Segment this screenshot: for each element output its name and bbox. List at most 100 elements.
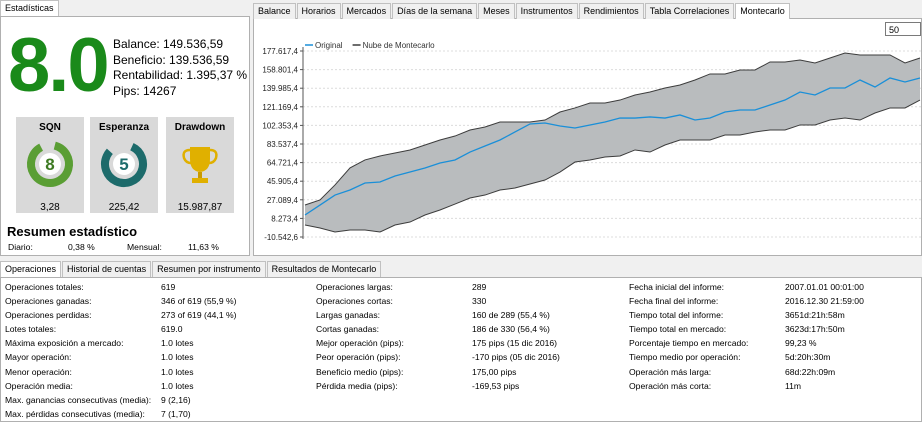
table-row: Max. ganancias consecutivas (media): 9 (2… <box>5 393 237 407</box>
table-row: Operación más corta: 11m <box>629 379 864 393</box>
row-label: Operaciones totales: <box>5 282 84 292</box>
row-value: 99,23 % <box>785 338 817 349</box>
card-title: SQN <box>39 122 61 133</box>
tab[interactable]: Tabla Correlaciones <box>644 3 735 19</box>
row-label: Operaciones perdidas: <box>5 310 92 321</box>
simulations-input[interactable]: 50 <box>885 22 921 36</box>
table-column: Operaciones largas: 289 Operaciones cortas… <box>316 280 560 393</box>
y-tick-label: 27.089,4 <box>267 196 299 205</box>
summary-line: Balance: 149.536,59 <box>113 37 224 51</box>
table-row: Max. pérdidas consecutivas (media): 7 (1,… <box>5 407 237 421</box>
table-row: Operación más larga: 68d:22h:09m <box>629 365 864 379</box>
trophy-icon <box>182 147 218 183</box>
y-tick-label: 177.617,4 <box>262 47 298 56</box>
row-value: 346 of 619 (55,9 %) <box>161 296 237 307</box>
legend-label: Nube de Montecarlo <box>363 41 436 50</box>
row-label: Tiempo medio por operación: <box>629 352 741 363</box>
tab[interactable]: Montecarlo <box>735 3 790 19</box>
card-title: Drawdown <box>174 122 226 133</box>
gauge-number: 8 <box>45 155 54 174</box>
tab[interactable]: Horarios <box>296 3 341 19</box>
y-tick-label: 121.169,4 <box>262 103 298 112</box>
sqn-gauge: 8 <box>27 141 73 187</box>
table-row: Operación media: 1.0 lotes <box>5 379 237 393</box>
y-tick-label: 139.985,4 <box>262 84 298 93</box>
row-label: Beneficio medio (pips): <box>316 366 404 377</box>
row-value: 11m <box>785 380 802 391</box>
summary-line: Beneficio: 139.536,59 <box>113 53 230 67</box>
row-value: 619.0 <box>161 324 183 335</box>
card-value: 225,42 <box>108 202 140 213</box>
card-value: 3,28 <box>40 202 60 213</box>
esperanza-card: Esperanza 5 225,42 <box>90 117 158 213</box>
tab[interactable]: Historial de cuentas <box>62 261 152 277</box>
resumen-title: Resumen estadístico <box>7 224 138 239</box>
row-value: 3651d:21h:58m <box>785 310 845 321</box>
row-value: 7 (1,70) <box>161 408 191 419</box>
row-value: 68d:22h:09m <box>785 366 836 377</box>
sqn-card: SQN 8 3,28 <box>16 117 84 213</box>
resumen-value: 11,63 % <box>188 242 219 252</box>
table-row: Lotes totales: 619.0 <box>5 322 237 336</box>
row-value: 2007.01.01 00:01:00 <box>785 282 864 292</box>
cloud-area <box>305 52 920 233</box>
table-row: Peor operación (pips): -170 pips (05 dic … <box>316 350 560 364</box>
legend-label: Original <box>315 41 343 50</box>
row-label: Operación más corta: <box>629 380 712 391</box>
row-label: Max. pérdidas consecutivas (media): <box>5 408 145 419</box>
tab[interactable]: Balance <box>253 3 296 19</box>
tab[interactable]: Mercados <box>341 3 392 19</box>
table-column: Fecha inicial del informe: 2007.01.01 00:… <box>629 280 864 393</box>
montecarlo-chart: -10.542,6 8.273,4 27.089,4 45.905,4 64.721,4… <box>262 41 922 242</box>
tab[interactable]: Meses <box>478 3 515 19</box>
row-value: 1.0 lotes <box>161 380 194 391</box>
table-row: Operaciones perdidas: 273 of 619 (44,1 %) <box>5 308 237 322</box>
drawdown-card: Drawdown 15.987,87 <box>166 117 234 213</box>
table-row: Mejor operación (pips): 175 pips (15 dic … <box>316 336 560 350</box>
y-tick-label: 45.905,4 <box>267 177 299 186</box>
tab[interactable]: Rendimientos <box>578 3 644 19</box>
row-label: Pérdida media (pips): <box>316 380 398 391</box>
table-row: Pérdida media (pips): -169,53 pips <box>316 379 560 393</box>
table-row: Porcentaje tiempo en mercado: 99,23 % <box>629 336 864 350</box>
row-label: Mejor operación (pips): <box>316 338 404 349</box>
table-column: Operaciones totales: 619 Operaciones ganad… <box>5 280 237 421</box>
summary-line: Rentabilidad: 1.395,37 % <box>113 68 248 82</box>
table-row: Tiempo total en mercado: 3623d:17h:50m <box>629 322 864 336</box>
table-row: Operaciones cortas: 330 <box>316 294 560 308</box>
bottom-tabs: Operaciones Historial de cuentas Resumen p… <box>0 261 382 277</box>
row-value: 619 <box>161 282 176 292</box>
row-label: Max. ganancias consecutivas (media): <box>5 394 152 405</box>
table-row: Largas ganadas: 160 de 289 (55,4 %) <box>316 308 560 322</box>
tab[interactable]: Resumen por instrumento <box>152 261 266 277</box>
row-label: Cortas ganadas: <box>316 324 380 335</box>
resumen-value: 0,38 % <box>68 242 95 252</box>
score: 8.0 <box>8 23 110 108</box>
row-value: 273 of 619 (44,1 %) <box>161 310 237 321</box>
tab[interactable]: Estadísticas <box>0 0 59 16</box>
table-row: Operaciones totales: 619 <box>5 280 237 294</box>
row-label: Menor operación: <box>5 366 72 377</box>
row-value: 160 de 289 (55,4 %) <box>472 310 550 321</box>
row-label: Operaciones cortas: <box>316 296 393 307</box>
card-title: Esperanza <box>98 122 150 133</box>
table-row: Tiempo medio por operación: 5d:20h:30m <box>629 350 864 364</box>
row-label: Operación media: <box>5 380 73 391</box>
row-value: 1.0 lotes <box>161 366 194 377</box>
tab[interactable]: Días de la semana <box>392 3 478 19</box>
tab[interactable]: Resultados de Montecarlo <box>266 261 382 277</box>
table-row: Operaciones largas: 289 <box>316 280 560 294</box>
row-label: Mayor operación: <box>5 352 72 363</box>
row-label: Peor operación (pips): <box>316 352 401 363</box>
y-tick-label: -10.542,6 <box>264 233 298 242</box>
cloud-upper <box>304 52 921 206</box>
tab[interactable]: Operaciones <box>0 261 62 277</box>
tab[interactable]: Instrumentos <box>515 3 578 19</box>
row-value: 186 de 330 (56,4 %) <box>472 324 550 335</box>
y-tick-label: 102.353,4 <box>262 121 298 130</box>
row-label: Largas ganadas: <box>316 310 381 321</box>
card-value: 15.987,87 <box>177 202 223 213</box>
table-row: Operaciones ganadas: 346 of 619 (55,9 %) <box>5 294 237 308</box>
summary-line: Pips: 14267 <box>113 84 177 98</box>
